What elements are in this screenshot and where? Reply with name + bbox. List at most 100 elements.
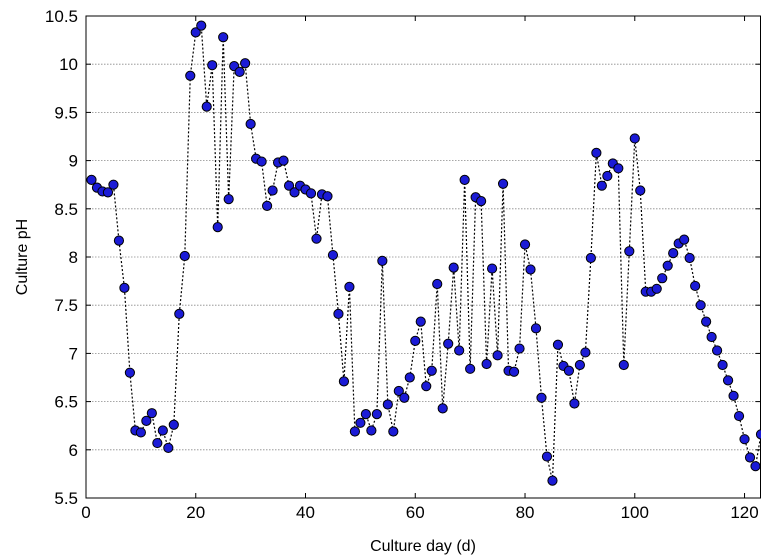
data-point xyxy=(629,133,640,144)
data-point xyxy=(240,58,251,69)
data-point xyxy=(679,234,690,245)
data-point xyxy=(536,392,547,403)
x-tick-label: 20 xyxy=(186,503,205,522)
data-point xyxy=(465,363,476,374)
data-point xyxy=(404,372,415,383)
data-point xyxy=(223,194,234,205)
data-points xyxy=(86,20,761,486)
data-point xyxy=(755,429,761,440)
data-point xyxy=(481,358,492,370)
data-point xyxy=(185,70,196,81)
data-point xyxy=(174,308,185,319)
data-point xyxy=(355,417,366,428)
data-point xyxy=(371,409,382,420)
data-point xyxy=(146,408,157,419)
x-tick-label: 120 xyxy=(730,503,758,522)
data-point xyxy=(552,339,564,350)
y-tick-label: 6.5 xyxy=(54,393,78,412)
y-tick-label: 5.5 xyxy=(54,489,78,508)
data-point xyxy=(722,375,734,386)
data-point xyxy=(344,281,355,292)
data-point xyxy=(421,381,432,392)
y-tick-label: 7.5 xyxy=(54,296,78,315)
data-point xyxy=(426,365,437,376)
data-point xyxy=(327,249,339,261)
data-point xyxy=(410,335,421,346)
data-point xyxy=(508,366,520,377)
data-point xyxy=(448,262,459,273)
data-point xyxy=(711,345,723,356)
data-point xyxy=(349,426,361,437)
data-point xyxy=(733,410,745,422)
data-point xyxy=(459,174,470,185)
series-layer xyxy=(86,20,761,486)
data-point xyxy=(454,345,465,356)
data-point xyxy=(443,338,454,349)
data-point xyxy=(476,195,487,207)
data-point xyxy=(514,343,525,354)
data-point xyxy=(530,323,542,334)
x-tick-label: 60 xyxy=(406,503,425,522)
data-point xyxy=(695,300,706,311)
grid-lines xyxy=(86,63,761,451)
y-tick-label: 10 xyxy=(59,55,78,74)
data-point xyxy=(635,185,646,196)
x-tick-label: 0 xyxy=(81,503,90,522)
data-point xyxy=(547,475,558,486)
data-point xyxy=(602,170,613,182)
data-point xyxy=(569,398,580,409)
data-point xyxy=(618,359,629,371)
data-point xyxy=(744,452,756,463)
data-point xyxy=(333,308,344,319)
data-point xyxy=(662,260,673,271)
data-point xyxy=(525,264,536,275)
data-point xyxy=(245,118,256,130)
series-line xyxy=(91,24,761,481)
data-point xyxy=(135,427,146,438)
data-point xyxy=(684,252,695,264)
data-point xyxy=(207,60,218,71)
data-point xyxy=(338,376,350,387)
data-point xyxy=(179,250,190,262)
data-point xyxy=(278,155,289,166)
data-point xyxy=(152,437,163,449)
data-point xyxy=(497,178,509,189)
data-point xyxy=(86,174,97,185)
data-point xyxy=(311,233,322,244)
data-point xyxy=(574,359,586,371)
data-point xyxy=(701,316,712,327)
data-point xyxy=(234,66,245,78)
x-tick-label: 100 xyxy=(621,503,649,522)
data-point xyxy=(717,359,728,371)
data-point xyxy=(750,461,761,472)
x-tick-label: 80 xyxy=(516,503,535,522)
data-point xyxy=(261,200,273,212)
data-point xyxy=(668,248,679,259)
data-point xyxy=(141,415,152,426)
x-tick-labels: 0 20 40 60 80 100 120 xyxy=(81,503,758,522)
data-point xyxy=(437,403,448,414)
y-tick-label: 8.5 xyxy=(54,200,78,219)
y-tick-label: 9.5 xyxy=(54,103,78,122)
y-tick-label: 7 xyxy=(69,344,78,363)
data-point xyxy=(190,27,201,38)
y-tick-label: 6 xyxy=(69,441,78,460)
y-tick-label: 8 xyxy=(69,248,78,267)
data-point xyxy=(267,185,278,196)
data-point xyxy=(119,282,130,293)
data-point xyxy=(432,278,443,290)
data-point xyxy=(486,263,498,274)
data-point xyxy=(196,20,207,31)
data-point xyxy=(624,246,635,257)
data-point xyxy=(289,187,300,198)
data-point xyxy=(102,187,114,198)
data-point xyxy=(591,147,602,158)
data-point xyxy=(212,222,223,233)
y-tick-label: 9 xyxy=(69,152,78,171)
data-point xyxy=(519,239,531,250)
data-point xyxy=(739,434,750,445)
data-point xyxy=(415,316,426,327)
data-point xyxy=(201,101,212,112)
data-point xyxy=(613,163,624,174)
